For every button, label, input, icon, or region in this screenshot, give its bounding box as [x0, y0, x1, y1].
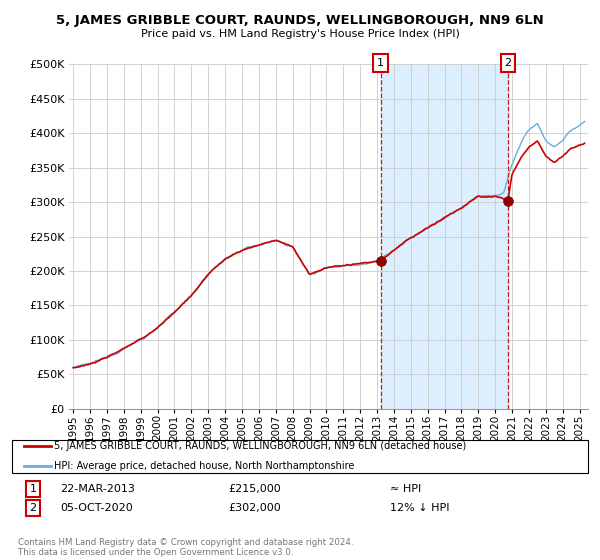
- Text: 5, JAMES GRIBBLE COURT, RAUNDS, WELLINGBOROUGH, NN9 6LN: 5, JAMES GRIBBLE COURT, RAUNDS, WELLINGB…: [56, 14, 544, 27]
- Text: 05-OCT-2020: 05-OCT-2020: [60, 503, 133, 513]
- Text: 5, JAMES GRIBBLE COURT, RAUNDS, WELLINGBOROUGH, NN9 6LN (detached house): 5, JAMES GRIBBLE COURT, RAUNDS, WELLINGB…: [54, 441, 466, 451]
- Text: Contains HM Land Registry data © Crown copyright and database right 2024.
This d: Contains HM Land Registry data © Crown c…: [18, 538, 353, 557]
- Text: 2: 2: [29, 503, 37, 513]
- Text: 2: 2: [505, 58, 512, 68]
- Text: 12% ↓ HPI: 12% ↓ HPI: [390, 503, 449, 513]
- Text: £215,000: £215,000: [228, 484, 281, 494]
- Text: 22-MAR-2013: 22-MAR-2013: [60, 484, 135, 494]
- Text: 1: 1: [377, 58, 384, 68]
- Bar: [381, 64, 508, 409]
- Text: £302,000: £302,000: [228, 503, 281, 513]
- Text: HPI: Average price, detached house, North Northamptonshire: HPI: Average price, detached house, Nort…: [54, 461, 355, 471]
- Text: ≈ HPI: ≈ HPI: [390, 484, 421, 494]
- Text: 1: 1: [29, 484, 37, 494]
- Text: Price paid vs. HM Land Registry's House Price Index (HPI): Price paid vs. HM Land Registry's House …: [140, 29, 460, 39]
